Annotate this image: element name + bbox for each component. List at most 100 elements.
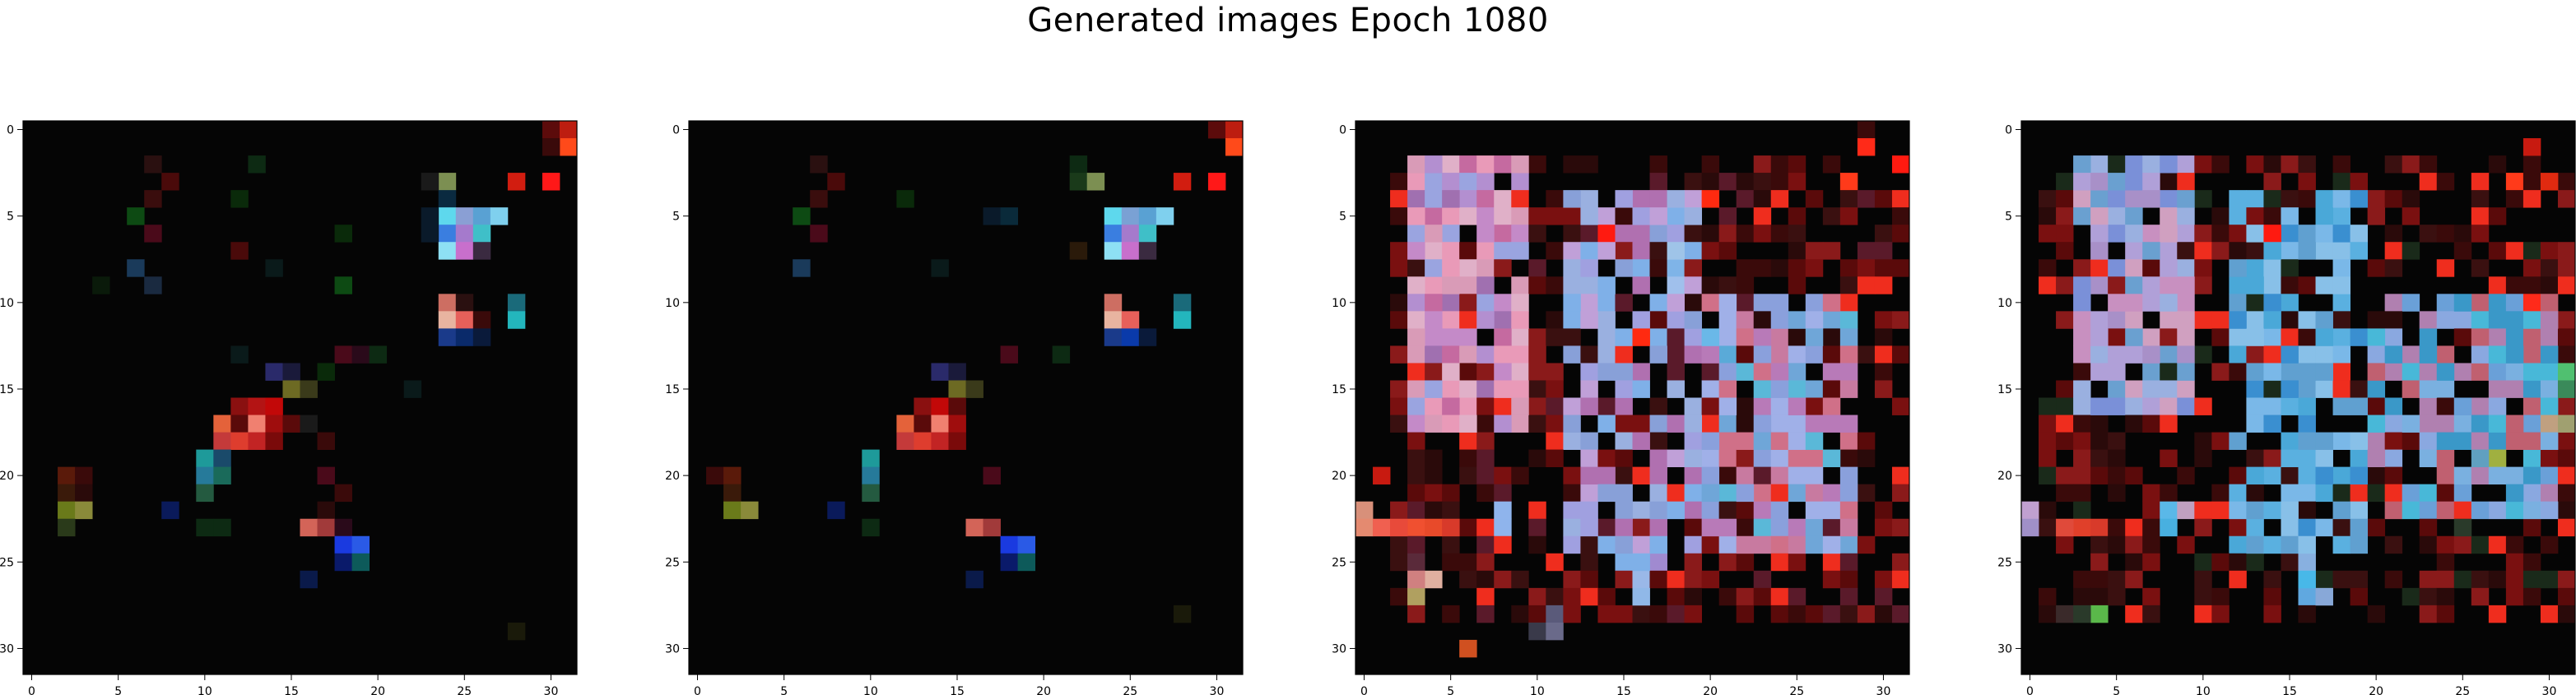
image-pixel [1580, 311, 1598, 329]
image-pixel [1597, 466, 1616, 485]
image-pixel [2177, 363, 2195, 381]
image-pixel [300, 518, 318, 537]
image-pixel [1839, 259, 1858, 277]
image-pixel [1459, 553, 1477, 572]
image-pixel [2505, 535, 2524, 554]
image-pixel [1390, 397, 1408, 415]
image-pixel [2125, 311, 2143, 329]
image-pixel [2523, 484, 2541, 503]
image-pixel [2332, 155, 2350, 174]
image-pixel [161, 173, 179, 191]
image-pixel [2160, 225, 2178, 243]
image-pixel [1425, 501, 1443, 520]
image-pixel [1528, 345, 1546, 364]
image-pixel [1476, 432, 1495, 450]
image-pixel [2505, 294, 2524, 312]
image-pixel [2246, 535, 2264, 554]
image-pixel [2402, 415, 2420, 433]
image-pixel [144, 225, 162, 243]
image-pixel [2384, 363, 2403, 381]
image-pixel [1425, 242, 1443, 260]
image-pixel [2090, 155, 2109, 174]
image-pixel [2160, 518, 2178, 537]
image-pixel [2471, 207, 2490, 225]
image-pixel [542, 121, 560, 139]
image-pixel [1459, 276, 1477, 294]
image-pixel [2211, 155, 2230, 174]
image-pixel [2194, 276, 2212, 294]
image-pixel [1753, 466, 1772, 485]
image-pixel [1632, 311, 1650, 329]
image-pixel [2125, 155, 2143, 174]
image-pixel [2177, 466, 2195, 485]
image-pixel [931, 259, 949, 277]
image-pixel [931, 397, 949, 415]
image-pixel [2229, 484, 2247, 503]
image-pixel [196, 484, 214, 503]
image-pixel [2073, 605, 2091, 623]
image-pixel [1494, 570, 1512, 589]
image-pixel [213, 432, 231, 450]
image-pixel [1701, 363, 1720, 381]
image-pixel [1546, 276, 1564, 294]
image-pixel [2160, 449, 2178, 468]
image-pixel [1580, 225, 1598, 243]
image-pixel [1701, 570, 1720, 589]
image-pixel [1511, 294, 1529, 312]
image-pixel [2488, 432, 2507, 450]
image-pixel [1407, 535, 1425, 554]
image-pixel [213, 449, 231, 468]
image-pixel [2315, 484, 2333, 503]
image-pixel [2090, 242, 2109, 260]
image-pixel [2488, 570, 2507, 589]
image-pixel [1563, 484, 1581, 503]
image-pixel [1718, 432, 1737, 450]
image-pixel [2263, 570, 2281, 589]
image-pixel [1632, 501, 1650, 520]
y-tick-label: 15 [0, 383, 14, 396]
image-pixel [2540, 570, 2559, 589]
image-pixel [2488, 311, 2507, 329]
image-pixel [2177, 259, 2195, 277]
image-pixel [1736, 259, 1755, 277]
image-pixel [1580, 294, 1598, 312]
image-pixel [1770, 190, 1789, 208]
image-pixel [1407, 276, 1425, 294]
image-pixel [2298, 501, 2316, 520]
image-pixel [2315, 242, 2333, 260]
image-pixel [2332, 207, 2350, 225]
image-pixel [1874, 605, 1893, 623]
image-pixel [2419, 484, 2438, 503]
image-pixel [196, 449, 214, 468]
image-pixel [1684, 225, 1703, 243]
image-pixel [1701, 518, 1720, 537]
image-pixel [1442, 345, 1460, 364]
image-pixel [1667, 345, 1685, 364]
image-pixel [1632, 432, 1650, 450]
image-pixel [1459, 155, 1477, 174]
image-pixel [2315, 311, 2333, 329]
image-pixel [1649, 397, 1667, 415]
image-pixel [1822, 570, 1841, 589]
image-pixel [1649, 294, 1667, 312]
y-tick-label: 20 [1332, 470, 1346, 483]
image-pixel [1753, 328, 1772, 346]
image-pixel [2315, 380, 2333, 398]
image-pixel [438, 242, 457, 260]
image-pixel [1459, 173, 1477, 191]
image-pixel [1822, 484, 1841, 503]
image-pixel [2384, 535, 2403, 554]
image-pixel [2229, 207, 2247, 225]
image-pixel [2332, 380, 2350, 398]
image-pixel [1580, 587, 1598, 606]
image-pixel [2108, 259, 2126, 277]
image-pixel [2142, 397, 2160, 415]
image-pixel [1736, 345, 1755, 364]
image-pixel [1511, 242, 1529, 260]
image-pixel [1718, 397, 1737, 415]
image-pixel [2125, 345, 2143, 364]
image-pixel [2540, 501, 2559, 520]
image-pixel [2263, 397, 2281, 415]
image-pixel [455, 225, 474, 243]
image-pixel [862, 484, 880, 503]
